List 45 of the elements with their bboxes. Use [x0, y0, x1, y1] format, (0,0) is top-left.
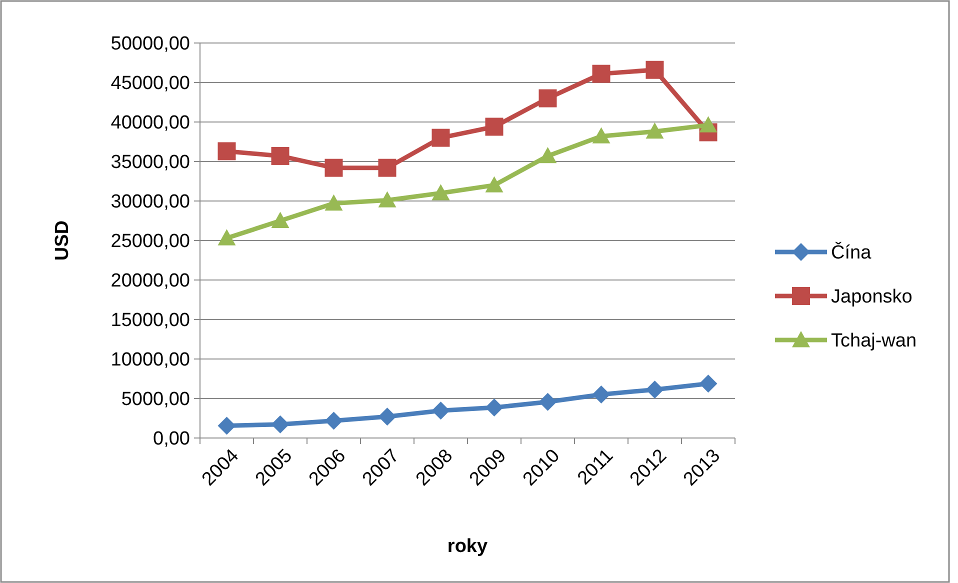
point	[324, 412, 343, 430]
point	[646, 60, 664, 79]
point	[378, 408, 396, 426]
y-tick-label: 5000,00	[121, 389, 190, 410]
point	[538, 89, 557, 108]
y-tick-label: 45000,00	[110, 73, 190, 94]
y-tick-label: 10000,00	[110, 350, 190, 371]
point	[485, 398, 504, 417]
point	[432, 402, 450, 420]
point	[271, 415, 290, 434]
point	[485, 118, 504, 136]
y-tick-label: 35000,00	[110, 152, 190, 174]
point	[324, 158, 343, 177]
point	[699, 374, 718, 393]
y-axis-title: USD	[52, 220, 73, 261]
y-tick-label: 25000,00	[110, 231, 190, 252]
point	[646, 122, 664, 139]
point	[646, 380, 664, 399]
y-tick-label: 15000,00	[110, 310, 190, 332]
legend-label: Čína	[831, 242, 872, 264]
point	[592, 64, 610, 83]
point	[218, 416, 236, 435]
y-tick-label: 50000,00	[110, 34, 190, 55]
point	[271, 146, 290, 165]
point	[324, 194, 343, 211]
x-axis-title: roky	[447, 536, 488, 557]
point	[378, 158, 396, 177]
y-tick-label: 30000,00	[110, 192, 190, 213]
point	[218, 229, 236, 246]
point	[432, 184, 450, 200]
point	[271, 212, 290, 228]
y-tick-label: 20000,00	[110, 270, 190, 292]
point	[699, 116, 718, 132]
point	[485, 176, 504, 192]
point	[218, 142, 236, 160]
point	[378, 191, 396, 208]
point	[592, 127, 610, 144]
y-tick-label: 40000,00	[110, 112, 190, 134]
point	[592, 385, 610, 404]
legend-label: Japonsko	[831, 286, 912, 308]
point	[538, 392, 557, 411]
point	[538, 146, 557, 164]
point	[432, 128, 450, 147]
y-tick-label: 0,00	[153, 428, 190, 450]
legend-label: Tchaj-wan	[831, 330, 917, 352]
